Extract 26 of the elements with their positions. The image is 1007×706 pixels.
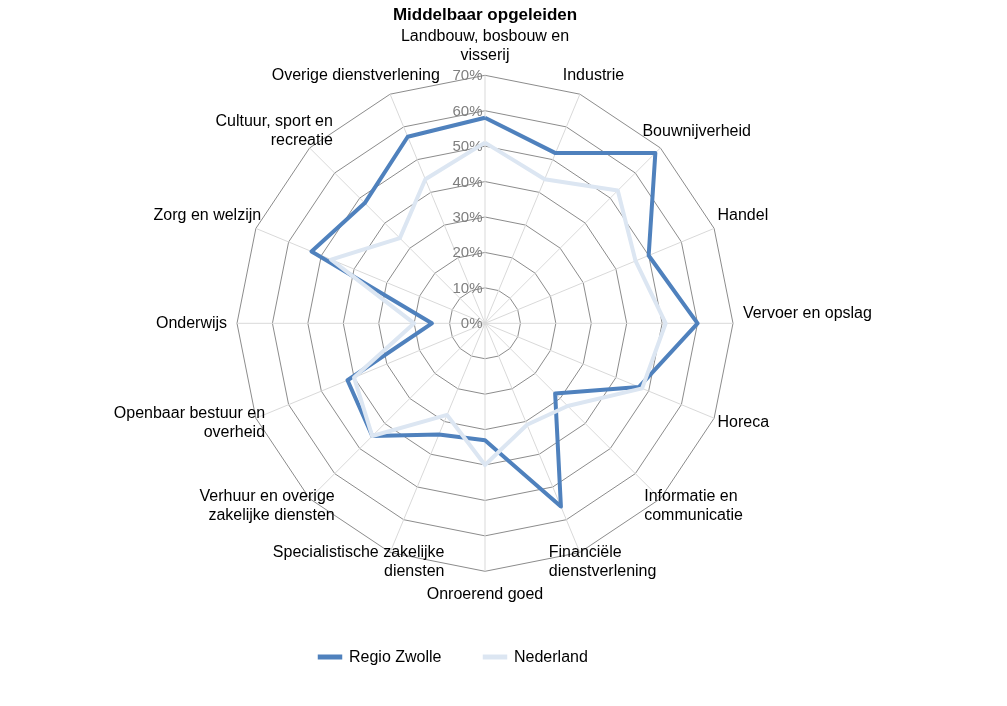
spoke-label: Specialistische zakelijke diensten <box>272 543 445 580</box>
spoke-label: Openbaar bestuur en overheid <box>113 403 266 440</box>
chart-title: Middelbaar opgeleiden <box>392 4 578 24</box>
y-tick-label: 0% <box>460 314 483 332</box>
y-tick-label: 60% <box>452 101 483 119</box>
spoke-label: Vervoer en opslag <box>742 304 872 322</box>
spoke-label: Zorg en welzijn <box>153 205 262 223</box>
spoke-label: Bouwnijverheid <box>642 121 751 139</box>
y-tick-label: 20% <box>452 243 483 261</box>
y-tick-label: 70% <box>452 66 483 84</box>
spoke-label: Handel <box>717 205 769 223</box>
spoke-label: Onderwijs <box>155 314 228 332</box>
spoke-label: Landbouw, bosbouw en visserij <box>400 26 570 63</box>
legend-label: Regio Zwolle <box>349 648 442 665</box>
legend-label: Nederland <box>514 648 588 665</box>
spoke-label: Informatie en communicatie <box>644 487 744 524</box>
spoke-label: Overige dienstverlening <box>271 66 440 84</box>
spoke-label: Cultuur, sport en recreatie <box>215 112 334 149</box>
y-tick-label: 40% <box>452 172 483 190</box>
spoke-label: Financiële dienstverlening <box>548 543 657 580</box>
spoke-label: Horeca <box>717 413 770 430</box>
spoke-label: Verhuur en overige zakelijke diensten <box>199 487 335 524</box>
spoke-label: Onroerend goed <box>426 585 544 603</box>
y-tick-label: 10% <box>452 278 483 296</box>
y-tick-label: 30% <box>452 208 483 226</box>
spoke-label: Industrie <box>562 66 625 84</box>
